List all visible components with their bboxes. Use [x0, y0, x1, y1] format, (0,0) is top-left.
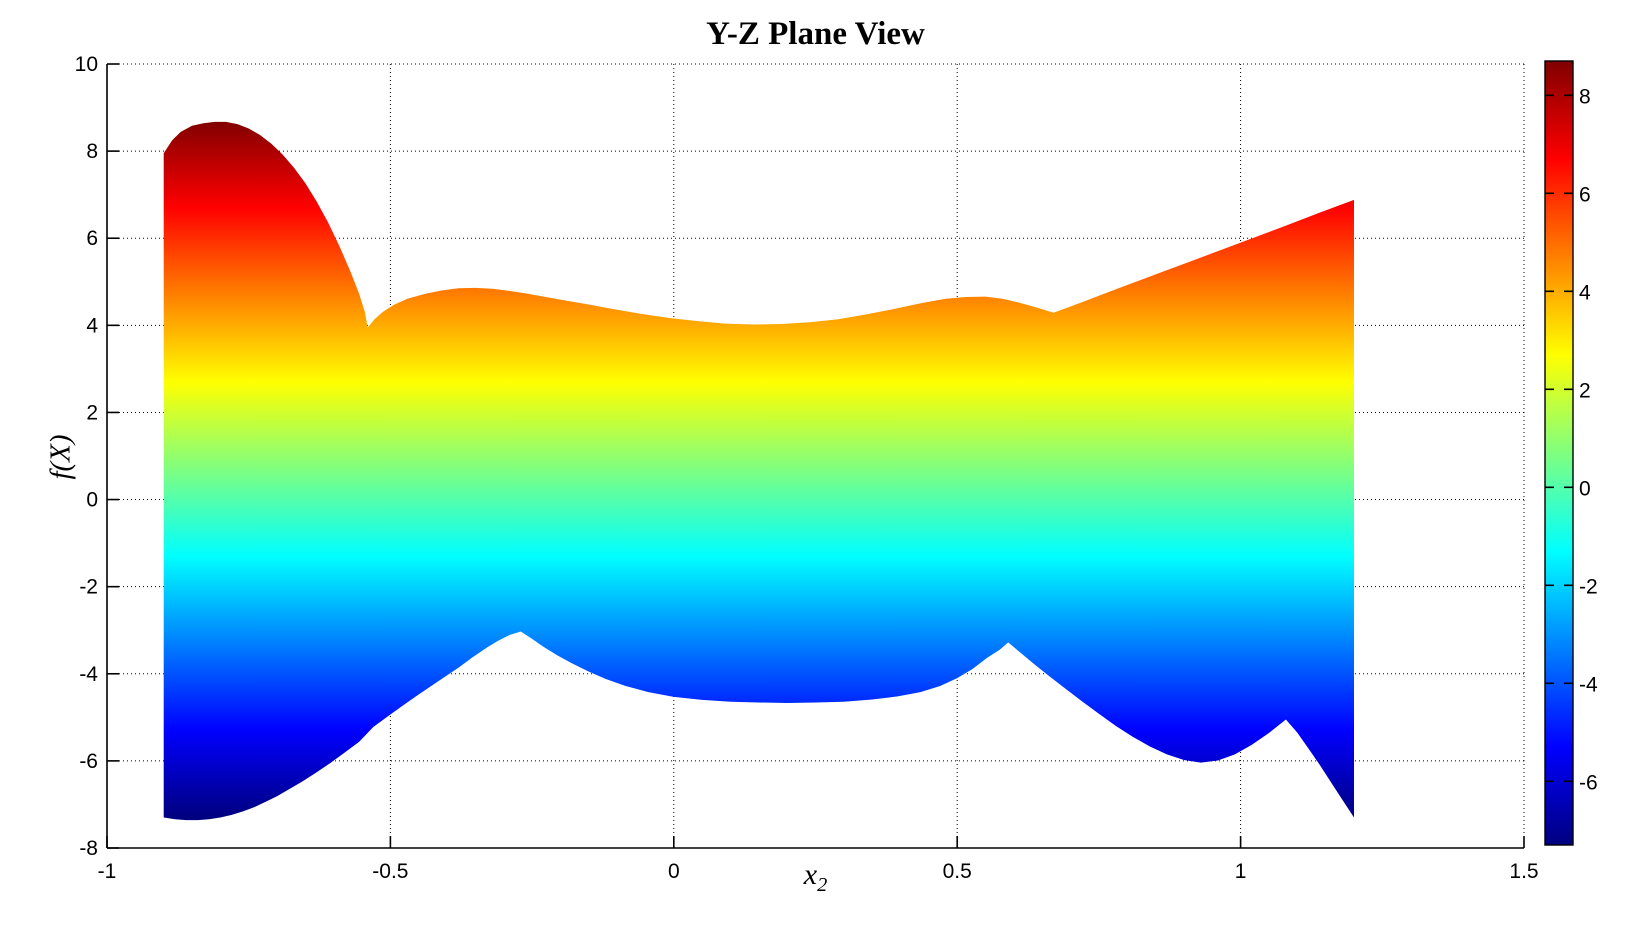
y-tick-label: 10 — [75, 53, 98, 76]
colorbar-tick-label: -2 — [1579, 575, 1598, 598]
y-tick-label: -4 — [79, 663, 98, 686]
x-axis-label-subscript: 2 — [817, 874, 828, 896]
x-tick-label: 0.5 — [943, 860, 972, 883]
chart-title: Y-Z Plane View — [706, 16, 925, 52]
colorbar-tick-label: 2 — [1579, 379, 1591, 402]
y-tick-label: 4 — [86, 314, 98, 337]
colorbar — [1544, 60, 1574, 846]
x-axis-label: x2 — [107, 858, 1524, 897]
colorbar-tick-label: -4 — [1579, 673, 1598, 696]
colorbar-tick-label: 4 — [1579, 281, 1591, 304]
colorbar-tick-label: 8 — [1579, 85, 1591, 108]
colorbar-tick-label: 0 — [1579, 477, 1591, 500]
y-tick-label: -6 — [79, 750, 98, 773]
y-tick-label: 2 — [86, 401, 98, 424]
colorbar-tick-label: 6 — [1579, 183, 1591, 206]
colorbar-tick-label: -6 — [1579, 771, 1598, 794]
y-tick-label: 8 — [86, 140, 98, 163]
y-tick-label: -2 — [79, 576, 98, 599]
surface-silhouette — [163, 121, 1355, 821]
y-tick-label: 6 — [86, 227, 98, 250]
x-tick-label: 1 — [1235, 860, 1247, 883]
x-tick-label: -1 — [98, 860, 117, 883]
y-tick-label: 0 — [86, 489, 98, 512]
x-axis-label-base: x — [803, 858, 818, 891]
x-tick-label: 0 — [668, 860, 680, 883]
x-tick-label: -0.5 — [372, 860, 408, 883]
x-tick-label: 1.5 — [1509, 860, 1538, 883]
y-tick-label: -8 — [79, 837, 98, 860]
